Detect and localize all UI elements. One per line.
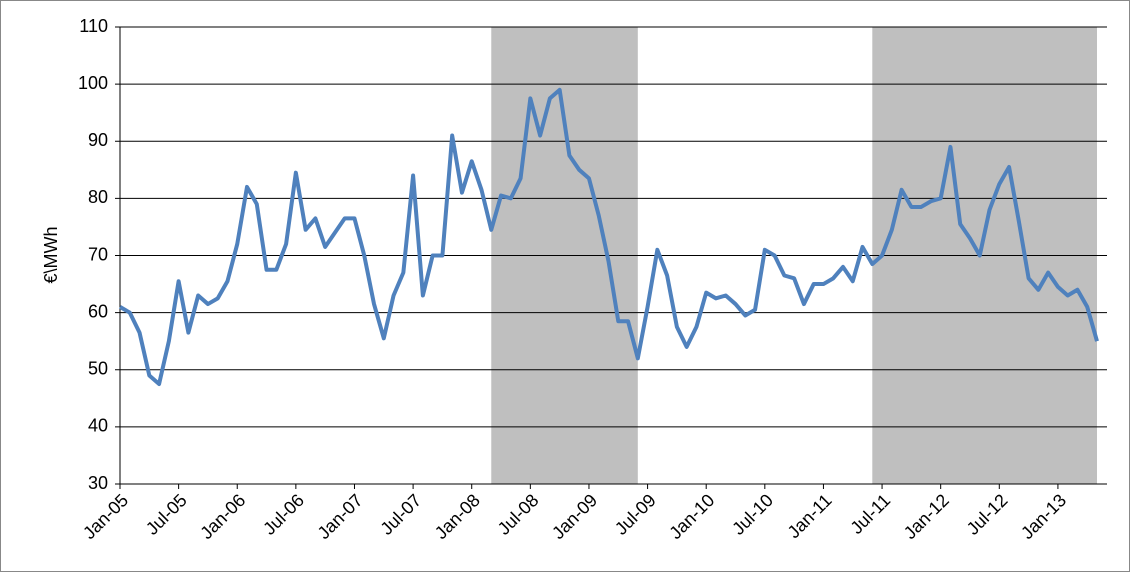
y-tick-label: 60 — [88, 301, 108, 321]
y-tick-label: 40 — [88, 416, 108, 436]
y-axis-title: €\MWh — [41, 226, 61, 283]
y-tick-label: 90 — [88, 130, 108, 150]
y-tick-label: 80 — [88, 187, 108, 207]
y-tick-label: 30 — [88, 473, 108, 493]
y-tick-label: 100 — [78, 73, 108, 93]
y-tick-label: 70 — [88, 244, 108, 264]
y-tick-label: 110 — [79, 16, 108, 36]
y-tick-label: 50 — [88, 359, 108, 379]
